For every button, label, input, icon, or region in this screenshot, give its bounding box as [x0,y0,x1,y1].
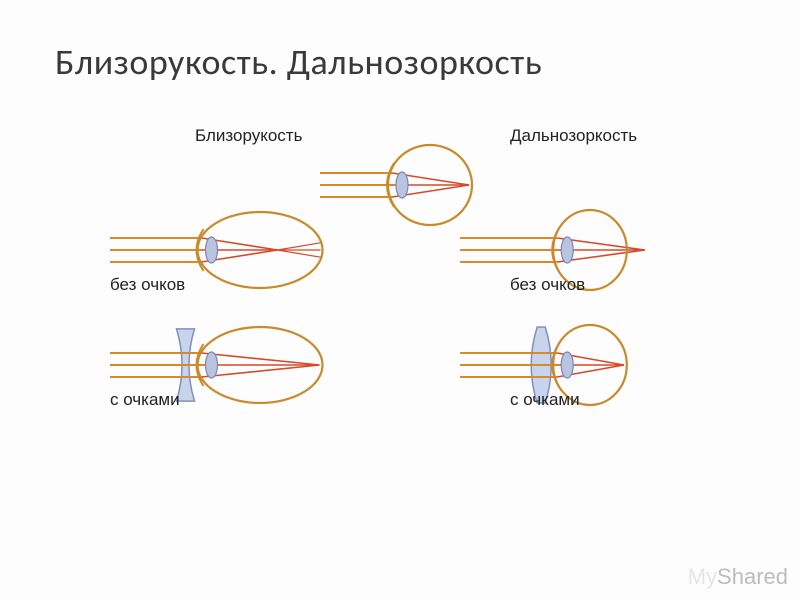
page-title: Близорукость. Дальнозоркость [55,40,542,84]
label-with-glasses-left: с очками [110,390,180,410]
label-no-glasses-right: без очков [510,275,585,295]
optics-diagram: Близорукость Дальнозоркость без очков с … [90,130,710,490]
label-myopia: Близорукость [195,126,302,146]
label-with-glasses-right: с очками [510,390,580,410]
label-hyperopia: Дальнозоркость [510,126,637,146]
watermark-suffix: Shared [717,564,788,589]
watermark: MyShared [688,564,788,590]
label-no-glasses-left: без очков [110,275,185,295]
watermark-prefix: My [688,564,717,589]
